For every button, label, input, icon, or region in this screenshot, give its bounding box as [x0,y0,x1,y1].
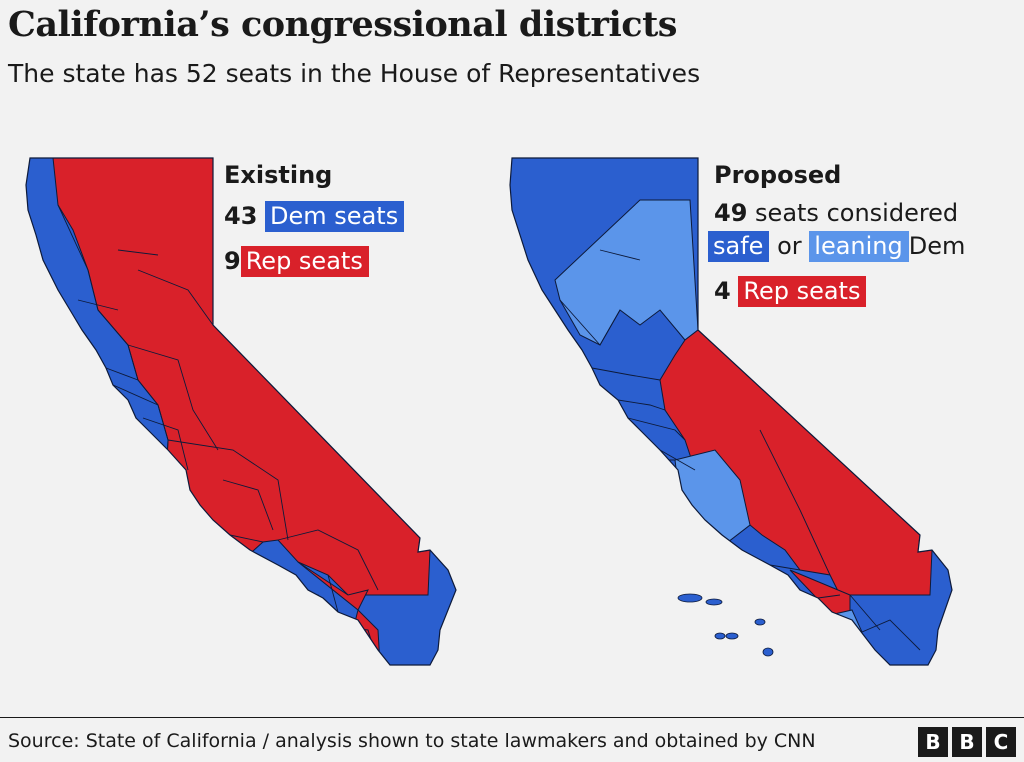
existing-districts-map [25,157,457,666]
existing-dem-count: 43 [224,202,258,230]
proposed-category-row: safe or leaning Dem [708,231,965,262]
source-note: Source: State of California / analysis s… [8,730,816,752]
dem-text: Dem [908,232,966,260]
safe-dem-chip: safe [708,231,770,262]
chart-subtitle: The state has 52 seats in the House of R… [8,59,701,88]
logo-letter: B [918,727,948,757]
existing-legend: Existing 43 Dem seats 9 Rep seats [224,161,405,291]
leaning-dem-north [554,199,699,346]
existing-dem-row: 43 Dem seats [224,201,405,232]
state-outline [509,157,953,666]
existing-heading: Existing [224,161,333,189]
or-text: or [777,232,802,260]
bbc-logo: B B C [918,727,1016,757]
proposed-legend: Proposed 49 seats considered safe or lea… [708,161,965,321]
existing-rep-row: 9 Rep seats [224,246,404,277]
proposed-safe-text: seats considered [755,199,959,227]
proposed-safe-count: 49 [714,199,748,227]
proposed-rep-row: 4 Rep seats [714,276,965,307]
logo-letter: B [952,727,982,757]
existing-rep-chip: Rep seats [240,246,369,277]
proposed-rep-count: 4 [714,277,731,305]
chart-title: California’s congressional districts [8,4,677,45]
channel-islands [677,593,774,657]
logo-letter: C [986,727,1016,757]
proposed-safe-row: 49 seats considered [714,201,965,225]
footer-divider [0,717,1024,718]
state-outline [25,157,457,666]
rep-district-orange [804,604,826,626]
existing-dem-chip: Dem seats [265,201,405,232]
proposed-heading: Proposed [714,161,842,189]
existing-rep-count: 9 [224,247,241,275]
proposed-rep-chip: Rep seats [738,276,867,307]
leaning-dem-chip: leaning [809,231,909,262]
